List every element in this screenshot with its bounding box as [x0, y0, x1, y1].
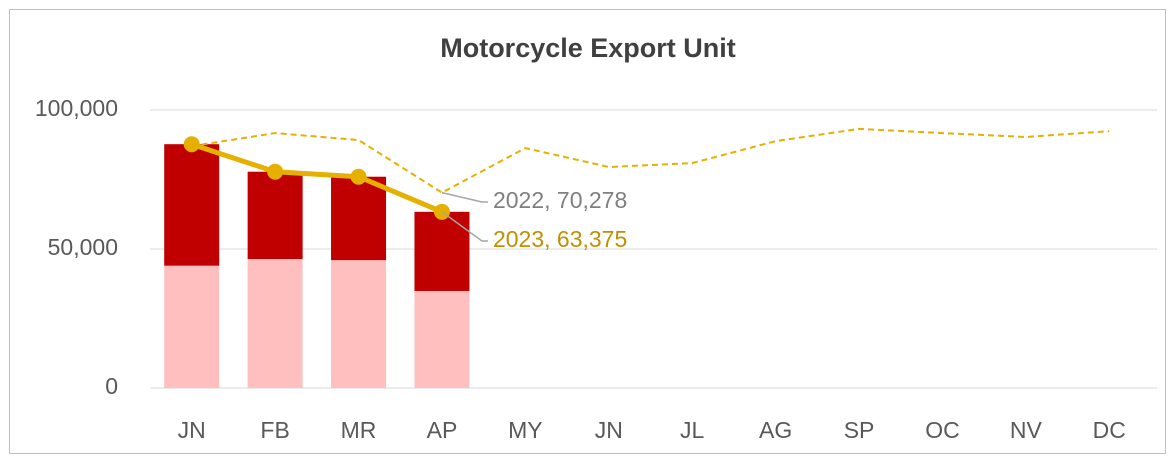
- line-marker: [267, 163, 284, 180]
- bar: [414, 290, 470, 388]
- x-tick-label: AP: [427, 417, 458, 443]
- y-tick-label: 50,000: [48, 234, 118, 260]
- leader-line: [441, 191, 488, 203]
- bar: [164, 144, 220, 266]
- line-marker: [350, 168, 367, 185]
- chart-title: Motorcycle Export Unit: [440, 33, 736, 63]
- x-tick-label: MY: [508, 417, 543, 443]
- line-marker: [183, 136, 200, 153]
- x-tick-label: FB: [260, 417, 289, 443]
- x-tick-label: JN: [178, 417, 206, 443]
- x-tick-label: SP: [844, 417, 875, 443]
- bar: [247, 171, 303, 260]
- leader-line: [441, 211, 488, 242]
- y-tick-label: 0: [105, 373, 118, 399]
- y-tick-label: 100,000: [35, 95, 118, 121]
- bar: [331, 260, 387, 388]
- bar: [414, 211, 470, 291]
- line: [190, 141, 443, 215]
- x-tick-label: AG: [759, 417, 792, 443]
- x-tick-label: OC: [925, 417, 960, 443]
- data-label: 2023, 63,375: [493, 226, 627, 252]
- x-tick-label: JL: [680, 417, 705, 443]
- dashed-line: [191, 127, 1110, 194]
- x-tick-label: JN: [595, 417, 623, 443]
- x-tick-label: DC: [1093, 417, 1126, 443]
- bar: [164, 265, 220, 388]
- bar: [331, 176, 387, 261]
- data-label: 2022, 70,278: [493, 187, 627, 213]
- x-tick-label: MR: [341, 417, 377, 443]
- bar: [247, 259, 303, 388]
- x-tick-label: NV: [1010, 417, 1043, 443]
